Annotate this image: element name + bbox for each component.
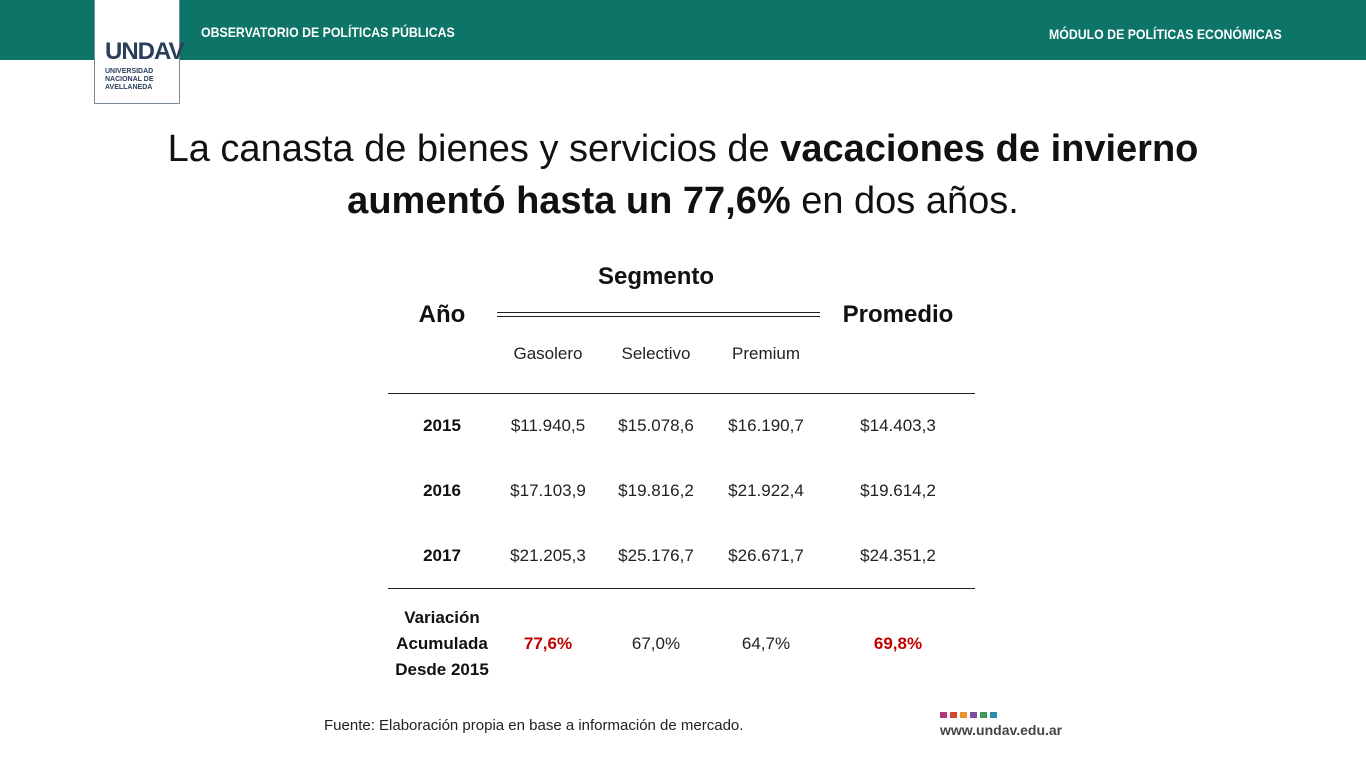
- logo-square: [980, 712, 987, 718]
- row-header: Acumulada: [396, 634, 488, 653]
- sub-header: Gasolero: [513, 344, 583, 363]
- variation-cell: 64,7%: [741, 634, 791, 653]
- logo-square: [990, 712, 997, 718]
- logo-line: NACIONAL DE: [105, 76, 154, 83]
- header-left: OBSERVATORIO DE POLÍTICAS PÚBLICAS: [201, 24, 455, 40]
- row-header: Desde 2015: [395, 660, 489, 679]
- title-emphasis: aumentó hasta un 77,6%: [347, 180, 791, 222]
- table-cell: $19.614,2: [860, 481, 936, 500]
- row-header: 2017: [423, 546, 461, 565]
- table-cell: $17.103,9: [510, 481, 586, 500]
- table-cell: $16.190,7: [728, 416, 804, 435]
- title-line: aumentó hasta un 77,6% en dos años.: [347, 180, 1019, 223]
- logo-square: [950, 712, 957, 718]
- logo-mark: UNDAV: [105, 38, 185, 65]
- source-note: Fuente: Elaboración propia en base a inf…: [324, 717, 744, 734]
- logo-square: [970, 712, 977, 718]
- sub-header: Selectivo: [621, 344, 691, 363]
- rule: [497, 312, 820, 313]
- logo-line: UNIVERSIDAD: [105, 68, 154, 75]
- logo: UNDAV UNIVERSIDAD NACIONAL DE AVELLANEDA: [94, 0, 185, 104]
- title-emphasis: vacaciones de invierno: [780, 128, 1199, 170]
- variation-cell: 67,0%: [631, 634, 681, 653]
- website: www.undav.edu.ar: [940, 722, 1063, 738]
- logo-square: [960, 712, 967, 718]
- variation-cell: 77,6%: [523, 634, 573, 653]
- logo-line: AVELLANEDA: [105, 84, 153, 91]
- table-cell: $19.816,2: [618, 481, 694, 500]
- table-cell: $11.940,5: [510, 416, 586, 435]
- table-cell: $15.078,6: [618, 416, 694, 435]
- column-header: Segmento: [597, 263, 715, 290]
- column-header: Año: [418, 301, 466, 328]
- header-right: MÓDULO DE POLÍTICAS ECONÓMICAS: [1049, 26, 1282, 42]
- logo-square: [940, 712, 947, 718]
- table-cell: $24.351,2: [860, 546, 936, 565]
- table-cell: $14.403,3: [860, 416, 936, 435]
- title-line: La canasta de bienes y servicios de vaca…: [168, 128, 1199, 171]
- sub-header: Premium: [731, 344, 801, 363]
- row-header: 2016: [423, 481, 461, 500]
- title-text: La canasta de bienes y servicios de: [167, 128, 781, 170]
- table-cell: $25.176,7: [618, 546, 694, 565]
- row-header: Variación: [404, 608, 480, 627]
- rule: [497, 316, 820, 317]
- logo-text: UNIVERSIDAD NACIONAL DE AVELLANEDA: [105, 68, 153, 92]
- rule: [388, 588, 975, 589]
- variation-cell: 69,8%: [873, 634, 923, 653]
- table-cell: $21.205,3: [510, 546, 586, 565]
- column-header: Promedio: [842, 301, 954, 328]
- row-header: 2015: [423, 416, 461, 435]
- rule: [388, 393, 975, 394]
- header-bar: [0, 0, 1366, 60]
- table-cell: $26.671,7: [728, 546, 804, 565]
- title-text: en dos años.: [790, 180, 1019, 222]
- table-cell: $21.922,4: [728, 481, 804, 500]
